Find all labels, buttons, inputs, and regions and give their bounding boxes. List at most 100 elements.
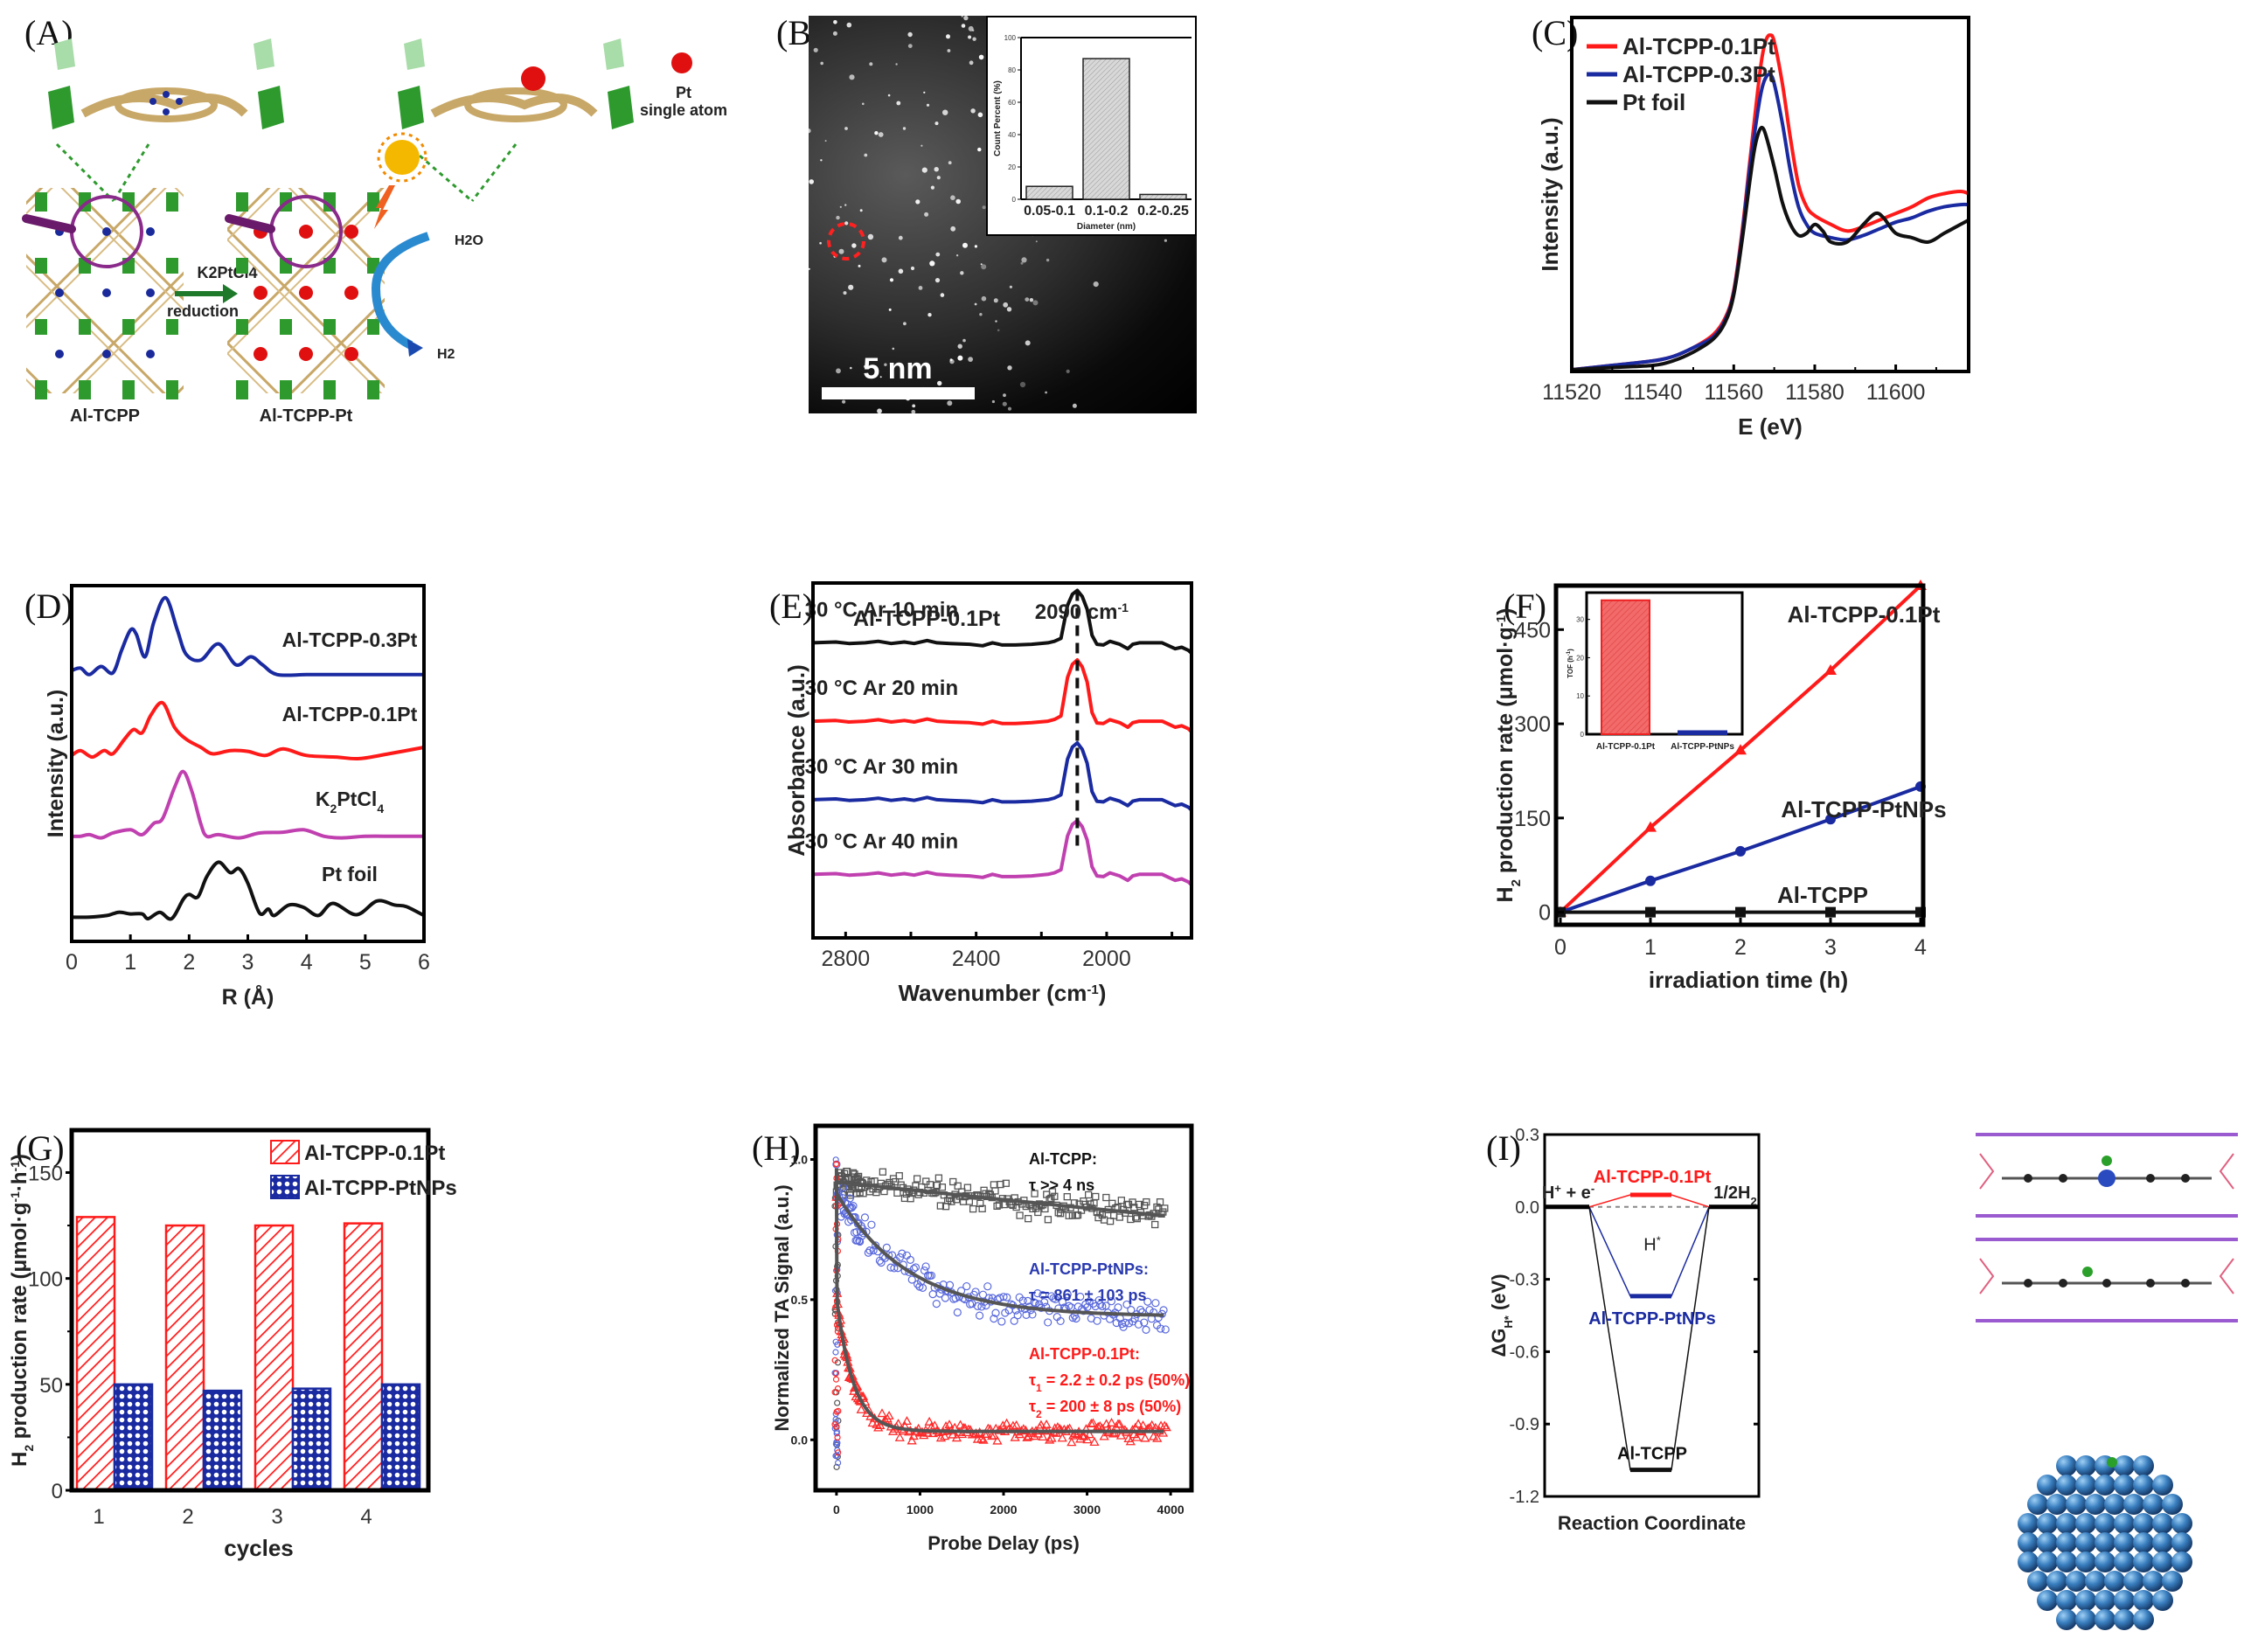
tem-atom-spot	[961, 16, 963, 17]
pt-atom	[2095, 1513, 2115, 1534]
tem-atom-spot	[1025, 297, 1030, 302]
data-point-Al-TCPP	[990, 1181, 998, 1189]
data-point-Al-TCPP	[1024, 1215, 1032, 1223]
data-point-Al-TCPP-0.1Pt	[1824, 664, 1837, 675]
x-tick-label: 3	[1824, 935, 1837, 960]
inset-bar	[1601, 599, 1650, 735]
tem-atom-spot	[844, 221, 849, 226]
tem-atom-spot	[848, 284, 854, 290]
tem-atom-spot	[895, 63, 898, 66]
tem-atom-spot	[1009, 285, 1012, 288]
data-point-Al-TCPP-PtNPs	[927, 1271, 936, 1280]
tem-atom-spot	[867, 233, 874, 240]
tem-atom-spot	[874, 131, 879, 135]
data-point-Al-TCPP	[1115, 1213, 1123, 1221]
pt-label: Pt	[676, 84, 691, 101]
series-line-Al-TCPP-0.3Pt	[1571, 73, 1970, 371]
data-point-Al-TCPP-0.1Pt	[1041, 1419, 1052, 1428]
data-point-Al-TCPP	[993, 1202, 1001, 1211]
series-line-Pt foil	[71, 860, 425, 921]
pt-atom	[2123, 1571, 2144, 1592]
data-point-Al-TCPP-PtNPs	[1093, 1316, 1101, 1325]
data-point-Al-TCPP-0.1Pt	[832, 1376, 840, 1383]
series-label: Al-TCPP-0.1Pt	[1788, 601, 1941, 628]
pt-atom	[2027, 1571, 2048, 1592]
pt-atom	[2037, 1513, 2058, 1534]
data-point-Al-TCPP-PtNPs	[906, 1255, 915, 1265]
y-axis-label: Normalized TA Signal (a.u.)	[771, 1184, 793, 1431]
data-point-Al-TCPP-0.1Pt	[1084, 1429, 1094, 1439]
data-point-Al-TCPP-PtNPs	[1068, 1314, 1077, 1322]
pt-atom	[2046, 1494, 2067, 1515]
y-tick-label: 60	[1008, 99, 1016, 107]
state-label-initial: H+ + e-	[1542, 1181, 1594, 1203]
data-point-Al-TCPP-0.1Pt	[1045, 1434, 1055, 1444]
x-tick-label: 2800	[822, 947, 871, 971]
data-point-Al-TCPP	[926, 1181, 934, 1189]
tem-atom-spot	[833, 20, 837, 24]
tem-atom-spot	[878, 132, 884, 137]
data-point-Al-TCPP	[943, 1197, 952, 1204]
tem-atom-spot	[949, 358, 953, 362]
tem-atom-spot	[934, 278, 941, 283]
data-point-Al-TCPP-PtNPs	[997, 1317, 1006, 1326]
data-point-Al-TCPP-0.1Pt	[1077, 1430, 1087, 1440]
x-axis-label: Probe Delay (ps)	[927, 1532, 1080, 1554]
data-point-Al-TCPP-0.1Pt	[831, 1357, 838, 1364]
data-point-Al-TCPP-0.1Pt	[1161, 1422, 1171, 1432]
pt-atom	[2133, 1590, 2154, 1611]
single-atom-label: single atom	[640, 101, 727, 119]
data-point-Al-TCPP-PtNPs	[1114, 1303, 1122, 1312]
tem-atom-spot	[950, 195, 955, 200]
data-point-Al-TCPP-PtNPs	[1072, 1314, 1080, 1323]
tem-atom-spot	[968, 357, 973, 362]
pt-atom	[2114, 1609, 2135, 1630]
data-point-Al-TCPP	[1048, 1188, 1057, 1196]
data-point-Al-TCPP-PtNPs	[973, 1301, 982, 1310]
data-point-Al-TCPP-PtNPs	[1735, 845, 1746, 857]
pt-atom	[2133, 1551, 2154, 1572]
data-point-Al-TCPP-PtNPs	[865, 1246, 874, 1255]
tem-atom-spot	[1020, 261, 1024, 265]
tem-atom-spot	[888, 308, 892, 311]
data-point-Al-TCPP-0.1Pt	[935, 1433, 947, 1442]
fit-line-Al-TCPP	[836, 1180, 1164, 1218]
tem-atom-spot	[1021, 257, 1027, 263]
data-point-Al-TCPP-0.1Pt	[1089, 1437, 1100, 1447]
transient-absorption-chart: 0 1000 2000 3000 4000 0.0 0.5 1.0 Probe Delay (p…	[771, 1123, 1194, 1554]
tem-atom-spot	[962, 338, 966, 343]
x-axis-label: cycles	[224, 1535, 294, 1561]
series-label-Pt foil: Pt foil	[322, 863, 378, 885]
pt-atom	[2152, 1513, 2173, 1534]
y-axis-label: Absorbance (a.u.)	[783, 664, 809, 857]
pt-atom	[2095, 1532, 2115, 1553]
free-energy-diagram: 0.3 0.0 -0.3 -0.6 -0.9 -1.2 Reaction Coordinat…	[1488, 1126, 1761, 1534]
x-tick-label: 6	[418, 950, 430, 975]
series-label: Al-TCPP-PtNPs	[1781, 796, 1946, 823]
tem-atom-spot	[937, 380, 942, 386]
exafs-chart: 0 1 2 3 4 5 6 R (Å) Intensity (a.u.) Al-TCPP-0.3P…	[44, 584, 430, 1010]
tem-atom-spot	[957, 344, 962, 349]
data-point-Al-TCPP-0.1Pt	[835, 1449, 842, 1456]
data-point-Al-TCPP-0.1Pt	[884, 1410, 894, 1419]
tem-atom-spot	[940, 293, 945, 297]
data-point-Al-TCPP-0.1Pt	[877, 1408, 887, 1418]
tem-atom-spot	[1029, 298, 1034, 302]
data-point-Al-TCPP	[1041, 1204, 1049, 1213]
tem-atom-spot	[846, 22, 852, 28]
pt-atom	[2066, 1494, 2087, 1515]
pt-atom	[2143, 1571, 2164, 1592]
tem-atom-spot	[921, 167, 927, 173]
pt-atom	[2133, 1532, 2154, 1553]
tem-atom-spot	[824, 140, 827, 142]
h-adsorbate-icon	[2082, 1267, 2093, 1277]
tem-atom-spot	[960, 271, 964, 275]
mof-nodes-left	[35, 192, 178, 399]
panel-label-d: (D)	[24, 587, 73, 626]
tem-atom-spot	[907, 44, 913, 48]
data-point-Al-TCPP-PtNPs	[832, 1440, 839, 1447]
pt-atom	[2114, 1590, 2135, 1611]
pt-atom	[2095, 1609, 2115, 1630]
data-point-Al-TCPP-0.1Pt	[1140, 1433, 1150, 1442]
pt-atom	[2133, 1513, 2154, 1534]
